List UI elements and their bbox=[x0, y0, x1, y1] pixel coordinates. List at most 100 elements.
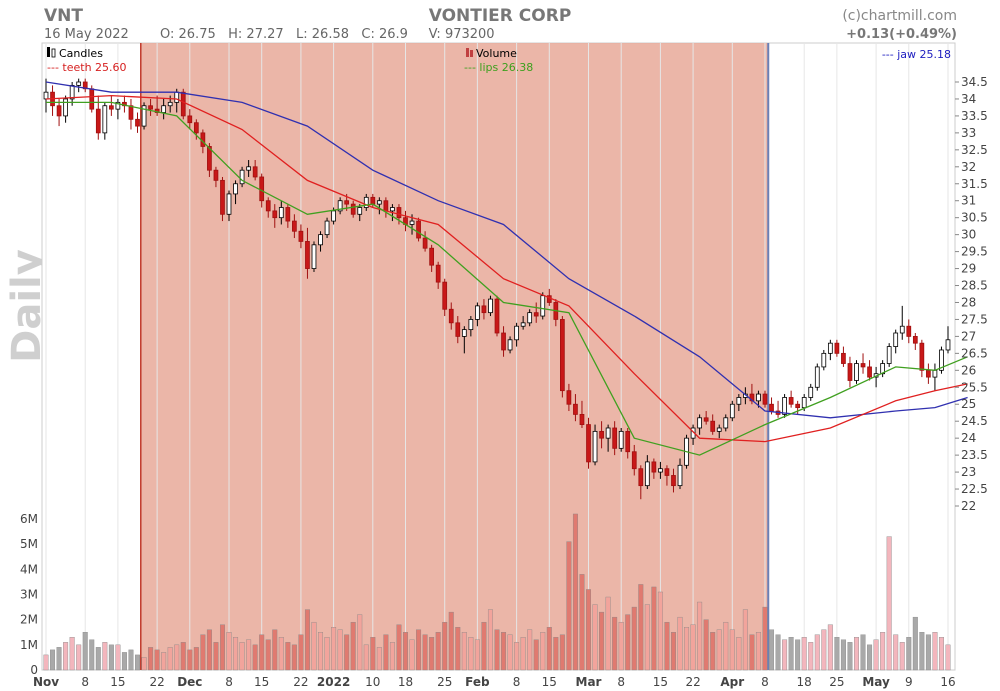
volume-bar bbox=[161, 652, 167, 671]
candle-body bbox=[292, 220, 297, 232]
volume-bar bbox=[442, 621, 448, 671]
volume-bar bbox=[357, 614, 363, 671]
volume-bar bbox=[599, 611, 605, 671]
candle-body bbox=[533, 312, 539, 317]
candle bbox=[527, 309, 533, 327]
volume-bar bbox=[416, 629, 422, 671]
candle bbox=[644, 455, 650, 490]
candle-body bbox=[540, 295, 546, 317]
candle-body bbox=[376, 200, 382, 205]
candle bbox=[56, 98, 62, 127]
candle-body bbox=[501, 332, 506, 351]
candle-body bbox=[357, 207, 363, 215]
volume-bar bbox=[788, 637, 794, 671]
candle bbox=[481, 299, 487, 320]
candle-body bbox=[860, 363, 866, 368]
time-tick-label: 8 bbox=[81, 675, 89, 689]
candle-body bbox=[612, 427, 618, 449]
legend-lips: --- lips 26.38 bbox=[464, 61, 533, 74]
candle-body bbox=[180, 91, 186, 117]
candle-body bbox=[566, 390, 572, 405]
candle-body bbox=[579, 414, 585, 425]
time-tick-label: 9 bbox=[905, 675, 913, 689]
volume-bar bbox=[324, 637, 330, 671]
teeth-line bbox=[45, 94, 968, 443]
price-tick-label: 26 bbox=[961, 363, 976, 377]
candle-body bbox=[115, 101, 121, 110]
candle-body bbox=[625, 430, 631, 453]
candle-body bbox=[834, 342, 840, 354]
candle bbox=[109, 95, 114, 116]
volume-bar bbox=[670, 632, 676, 671]
time-tick-label: 25 bbox=[829, 675, 844, 689]
volume-bar bbox=[89, 639, 95, 671]
volume-bar bbox=[742, 609, 748, 671]
volume-bar bbox=[814, 634, 820, 671]
volume-bar bbox=[657, 591, 663, 671]
candle bbox=[318, 231, 323, 252]
candle bbox=[311, 241, 317, 272]
candle-body bbox=[893, 332, 899, 347]
time-tick-label: 15 bbox=[254, 675, 269, 689]
candle-body bbox=[906, 325, 912, 337]
candle-body bbox=[919, 342, 925, 371]
candle-body bbox=[429, 247, 434, 266]
candle bbox=[187, 109, 193, 130]
candle-body bbox=[710, 420, 716, 432]
volume-bar bbox=[775, 634, 781, 671]
candle-body bbox=[867, 366, 872, 378]
candle-body bbox=[736, 397, 742, 405]
candle-body bbox=[488, 298, 493, 314]
price-tick-label: 30 bbox=[961, 228, 976, 242]
candle bbox=[141, 102, 147, 130]
candle-body bbox=[161, 105, 167, 113]
candle-body bbox=[560, 319, 565, 392]
volume-bar bbox=[716, 629, 722, 671]
candle-body bbox=[527, 312, 533, 324]
volume-bar bbox=[76, 644, 82, 671]
legend-teeth: --- teeth 25.60 bbox=[47, 61, 127, 74]
candle-body bbox=[586, 424, 591, 463]
candle bbox=[618, 427, 624, 452]
candle-body bbox=[363, 196, 369, 208]
candle bbox=[494, 295, 500, 337]
candle bbox=[461, 326, 467, 354]
candle-body bbox=[716, 427, 722, 432]
candle-body bbox=[723, 417, 729, 429]
volume-bar bbox=[945, 644, 951, 671]
candle bbox=[455, 316, 461, 344]
candle-body bbox=[697, 417, 702, 429]
volume-bar bbox=[729, 629, 735, 671]
candle-body bbox=[226, 193, 232, 215]
candle-body bbox=[344, 200, 350, 205]
candle-body bbox=[265, 200, 271, 212]
candle-body bbox=[95, 108, 101, 134]
price-tick-label: 27.5 bbox=[961, 312, 988, 326]
volume-bar bbox=[782, 639, 788, 671]
candle-body bbox=[841, 352, 846, 364]
candle bbox=[592, 424, 598, 466]
price-tick-label: 28.5 bbox=[961, 279, 988, 293]
price-tick-label: 23.5 bbox=[961, 448, 988, 462]
volume-bar bbox=[644, 604, 650, 671]
volume-bar bbox=[108, 644, 114, 671]
candle bbox=[912, 333, 918, 350]
candle bbox=[501, 326, 506, 357]
legend-jaw: --- jaw 25.18 bbox=[882, 48, 951, 61]
candle-body bbox=[448, 308, 454, 324]
volume-bar bbox=[252, 644, 258, 671]
volume-bar bbox=[389, 642, 395, 671]
candle bbox=[265, 197, 271, 218]
volume-bar bbox=[206, 629, 212, 671]
candle-body bbox=[43, 91, 49, 100]
candle bbox=[488, 295, 493, 317]
volume-bar bbox=[919, 632, 925, 671]
candle-body bbox=[272, 210, 278, 219]
candle-body bbox=[481, 305, 487, 314]
volume-bar bbox=[56, 647, 62, 671]
volume-bar bbox=[187, 649, 193, 671]
candle bbox=[272, 204, 278, 228]
price-tick-label: 26.5 bbox=[961, 346, 988, 360]
candle-body bbox=[148, 105, 153, 110]
volume-bar bbox=[429, 637, 435, 671]
